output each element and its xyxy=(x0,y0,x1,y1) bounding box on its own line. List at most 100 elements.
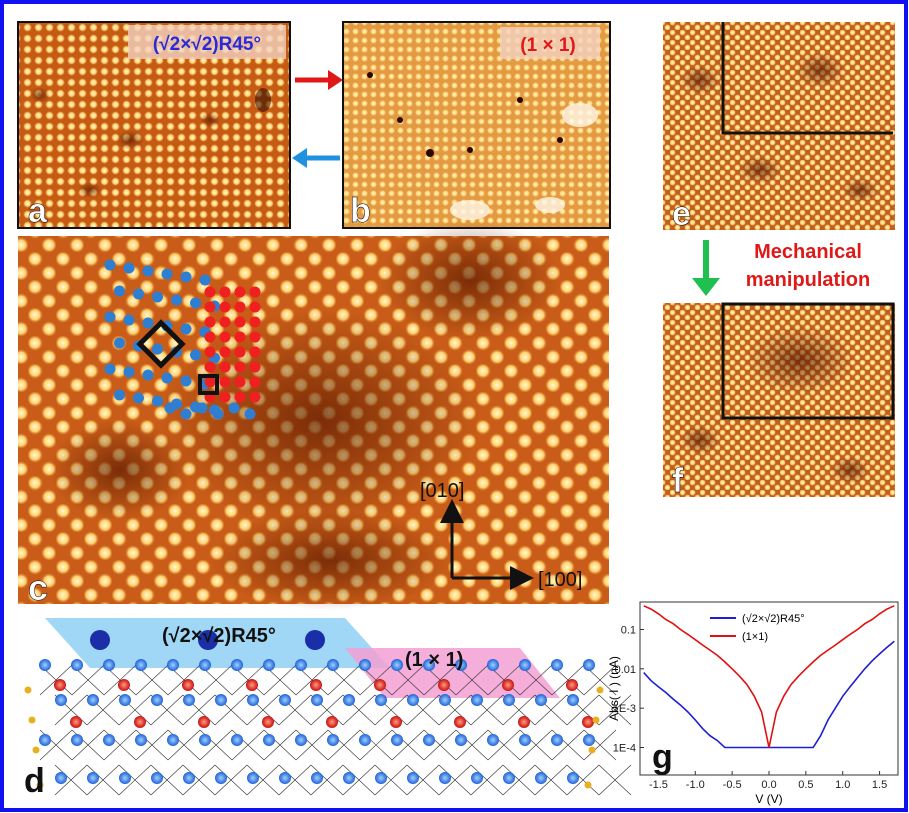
lattice-dot xyxy=(250,377,261,388)
atom xyxy=(391,734,403,746)
atom xyxy=(70,716,82,728)
atom xyxy=(103,659,115,671)
atom xyxy=(305,630,325,650)
panel-label: c xyxy=(28,567,48,608)
x-tick-label: 1.5 xyxy=(872,779,887,791)
annotation: manipulation xyxy=(746,269,870,291)
phase-label: (1 × 1) xyxy=(520,35,575,56)
atom xyxy=(326,716,338,728)
lattice-dot xyxy=(235,362,246,373)
atom xyxy=(118,679,130,691)
atom xyxy=(583,734,595,746)
atom xyxy=(33,747,40,754)
atom xyxy=(359,659,371,671)
atom xyxy=(103,734,115,746)
atom xyxy=(215,694,227,706)
atom xyxy=(503,694,515,706)
atom xyxy=(151,694,163,706)
atom xyxy=(215,772,227,784)
lattice-dot xyxy=(235,302,246,313)
atom xyxy=(279,772,291,784)
atom xyxy=(551,659,563,671)
lattice-dot xyxy=(229,403,240,414)
lattice-dot xyxy=(220,332,231,343)
atom xyxy=(29,717,36,724)
phase-label: (√2×√2)R45° xyxy=(153,34,261,55)
atom xyxy=(263,734,275,746)
atom xyxy=(199,659,211,671)
lattice-dot xyxy=(152,396,163,407)
atom xyxy=(247,694,259,706)
atom xyxy=(199,734,211,746)
lattice-dot xyxy=(105,312,116,323)
lattice-dot xyxy=(220,392,231,403)
lattice-dot xyxy=(220,347,231,358)
atom xyxy=(327,734,339,746)
lattice-dot xyxy=(205,287,216,298)
atom xyxy=(295,734,307,746)
lattice-dot xyxy=(114,390,125,401)
atom xyxy=(119,694,131,706)
atom xyxy=(151,772,163,784)
lattice-dot xyxy=(220,317,231,328)
atom xyxy=(390,716,402,728)
lattice-dot xyxy=(235,377,246,388)
lattice-dot xyxy=(190,350,201,361)
lattice-dot xyxy=(235,317,246,328)
lattice-dot xyxy=(143,318,154,329)
atom xyxy=(589,747,596,754)
atom xyxy=(439,694,451,706)
atom xyxy=(518,716,530,728)
panel-label: b xyxy=(350,192,371,230)
atom xyxy=(167,659,179,671)
atom xyxy=(25,687,32,694)
lattice-dot xyxy=(114,286,125,297)
atom xyxy=(582,716,594,728)
lattice-dot xyxy=(165,403,176,414)
atom xyxy=(231,734,243,746)
atom xyxy=(567,694,579,706)
x-tick-label: 1.0 xyxy=(835,779,850,791)
atom xyxy=(535,772,547,784)
lattice-dot xyxy=(250,347,261,358)
lattice-dot xyxy=(181,409,192,420)
atom xyxy=(407,694,419,706)
atom xyxy=(593,717,600,724)
atom xyxy=(262,716,274,728)
lattice-dot xyxy=(105,364,116,375)
atom xyxy=(535,694,547,706)
panel-label: a xyxy=(28,192,48,230)
lattice-dot xyxy=(190,298,201,309)
lattice-dot xyxy=(162,269,173,280)
lattice-dot xyxy=(114,338,125,349)
atom xyxy=(502,679,514,691)
lattice-dot xyxy=(143,266,154,277)
lattice-dot xyxy=(124,315,135,326)
lattice-dot xyxy=(245,409,256,420)
atom xyxy=(327,659,339,671)
lattice-dot xyxy=(205,362,216,373)
atom xyxy=(455,734,467,746)
atom xyxy=(246,679,258,691)
y-axis-label: Abs( I ) (nA) xyxy=(607,656,621,721)
atom xyxy=(487,659,499,671)
iv-chart: -1.5-1.0-0.50.00.51.01.51E-41E-30.010.1V… xyxy=(607,602,898,806)
atom xyxy=(183,772,195,784)
atom xyxy=(487,734,499,746)
direction-label: [100] xyxy=(538,569,582,591)
lattice-dot xyxy=(205,377,216,388)
atom xyxy=(519,659,531,671)
x-tick-label: -0.5 xyxy=(723,779,742,791)
panel-label: g xyxy=(652,738,673,776)
lattice-dot xyxy=(220,377,231,388)
lattice-dot xyxy=(133,393,144,404)
atom xyxy=(423,734,435,746)
lattice-dot xyxy=(181,272,192,283)
atom xyxy=(198,716,210,728)
lattice-dot xyxy=(205,332,216,343)
atom xyxy=(471,694,483,706)
atom xyxy=(519,734,531,746)
lattice-dot xyxy=(250,332,261,343)
lattice-dot xyxy=(143,370,154,381)
lattice-dot xyxy=(197,403,208,414)
